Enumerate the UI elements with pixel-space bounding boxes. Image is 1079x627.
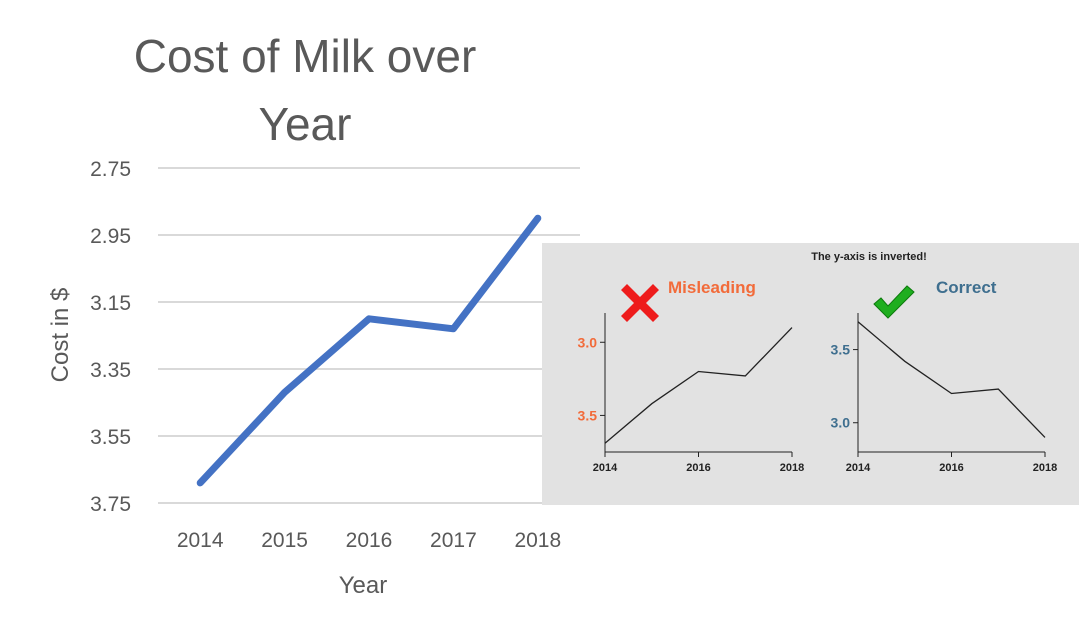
y-tick-label: 2.75 [90,158,131,181]
main-x-tick-labels: 2014 2015 2016 2017 2018 [177,529,561,552]
main-y-tick-labels: 2.75 2.95 3.15 3.35 3.55 3.75 [90,158,131,516]
correct-panel-title: Correct [936,278,997,297]
cross-icon [621,284,659,322]
x-tick-label: 2017 [430,529,477,552]
inset-caption: The y-axis is inverted! [811,251,927,263]
panel-x-tick-label: 2016 [939,462,963,474]
y-tick-label: 2.95 [90,225,131,248]
panel-x-tick-label: 2014 [846,462,871,474]
panel-x-tick-label: 2016 [686,462,710,474]
panel-x-tick-label: 2018 [780,462,804,474]
y-tick-label: 3.55 [90,426,131,449]
correct-panel-chart: 3.0 3.5 2014 2016 2018 [831,313,1057,474]
main-gridlines [158,167,580,504]
panel-y-tick-label: 3.0 [578,334,598,350]
chart-title-line-1: Cost of Milk over [133,30,477,82]
x-axis-label: Year [339,572,388,599]
misleading-panel-chart: 3.0 3.5 2014 2016 2018 [578,313,804,474]
misleading-panel-title: Misleading [668,278,756,297]
main-series-line [196,214,542,487]
panel-series-line [604,327,793,444]
x-tick-label: 2015 [261,529,308,552]
x-tick-label: 2014 [177,529,224,552]
panel-y-tick-label: 3.5 [578,407,598,423]
comparison-inset: The y-axis is inverted! Misleading Corre… [542,243,1079,505]
panel-y-tick-label: 3.5 [831,342,851,358]
y-tick-label: 3.15 [90,292,131,315]
y-axis-label: Cost in $ [47,288,74,383]
comparison-inset-svg: The y-axis is inverted! Misleading Corre… [578,251,1058,474]
panel-x-tick-label: 2014 [593,462,618,474]
y-tick-label: 3.35 [90,359,131,382]
chart-title: Cost of Milk over Year [0,22,610,158]
x-tick-label: 2018 [514,529,561,552]
panel-y-tick-label: 3.0 [831,415,851,431]
panel-x-tick-label: 2018 [1033,462,1057,474]
chart-title-line-2: Year [258,98,352,150]
y-tick-label: 3.75 [90,493,131,516]
check-icon [873,285,915,319]
panel-series-line [857,321,1046,438]
x-tick-label: 2016 [346,529,393,552]
